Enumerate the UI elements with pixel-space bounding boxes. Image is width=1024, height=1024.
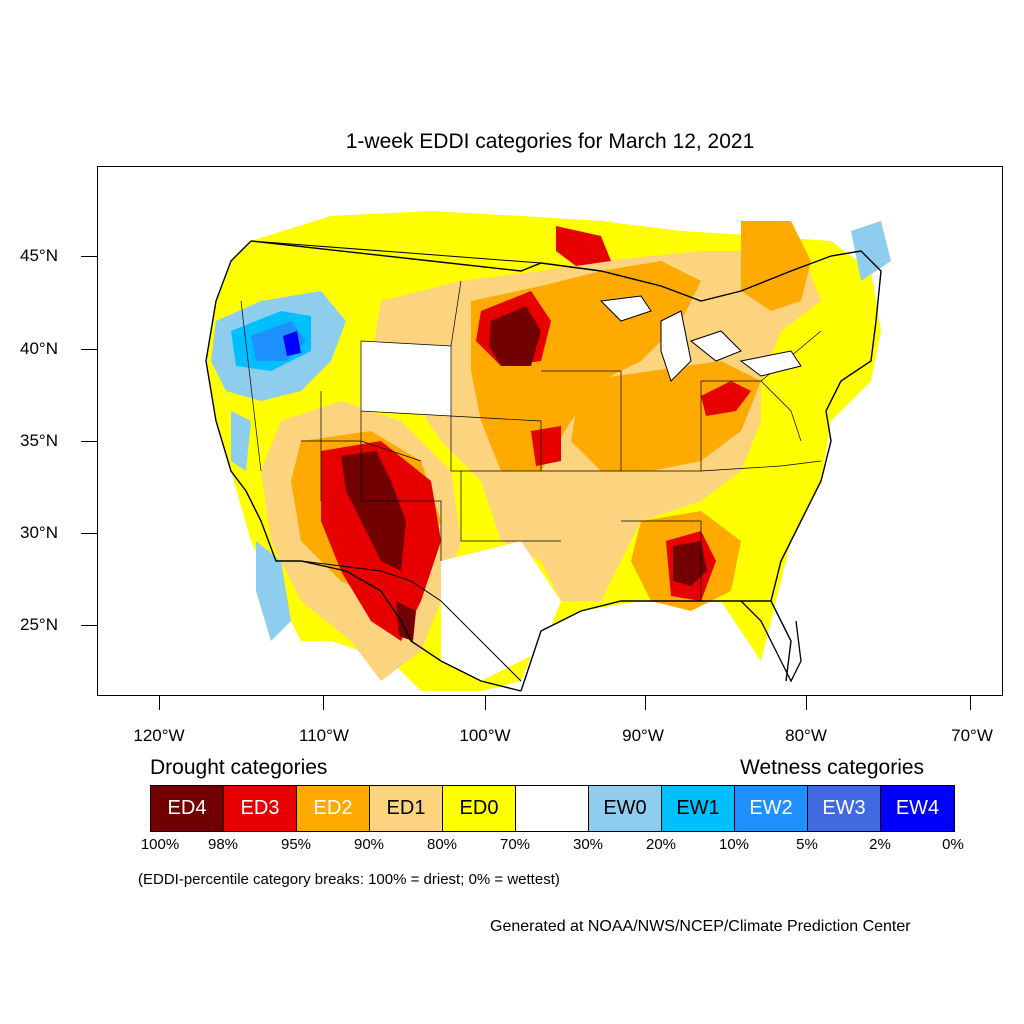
lat-tick: [81, 533, 97, 534]
break-label: 2%: [869, 836, 891, 853]
florida: [740, 600, 802, 683]
normal-wyoming: [361, 341, 451, 416]
legend-cell-ed4: ED4: [151, 786, 224, 831]
drought-heading: Drought categories: [150, 756, 328, 779]
ew4-northwest: [283, 331, 301, 356]
lon-tick: [159, 696, 160, 710]
lat-label-40: 40°N: [20, 339, 58, 358]
ed4-mexico: [396, 601, 416, 641]
lat-label-30: 30°N: [20, 523, 58, 542]
great-lakes: [599, 295, 802, 382]
ed4-alabama: [673, 541, 707, 586]
eddi-map: [97, 166, 1003, 696]
break-label: 10%: [718, 836, 750, 853]
category-note: (EDDI-percentile category breaks: 100% =…: [138, 871, 560, 888]
legend-cell-ew3: EW3: [808, 786, 881, 831]
legend-cell-ew4: EW4: [881, 786, 954, 831]
legend-colorbar: ED4 ED3 ED2 ED1 ED0 EW0 EW1 EW2 EW3 EW4: [150, 785, 955, 832]
legend-cell-ed3: ED3: [224, 786, 297, 831]
mexico-border: [300, 560, 522, 682]
lon-tick: [645, 696, 646, 710]
map-title: 1-week EDDI categories for March 12, 202…: [345, 130, 755, 153]
break-label: 100%: [140, 836, 180, 853]
lon-label-120: 120°W: [133, 726, 185, 745]
legend-cell-ew2: EW2: [735, 786, 808, 831]
us-outline: [205, 240, 882, 692]
ew0-baja: [256, 541, 291, 641]
wetness-heading: Wetness categories: [740, 756, 925, 779]
ew0-westcoast: [231, 411, 251, 471]
lon-label-70: 70°W: [951, 726, 993, 745]
normal-texas: [441, 541, 561, 681]
lon-tick: [970, 696, 971, 710]
legend-cell-normal: [516, 786, 589, 831]
legend-cell-ew1: EW1: [662, 786, 735, 831]
ed3-ohio: [701, 381, 751, 416]
lon-label-110: 110°W: [299, 726, 349, 745]
legend-cell-ed1: ED1: [370, 786, 443, 831]
ed4-southwest: [341, 451, 406, 571]
ed3-mn: [556, 226, 611, 266]
state-borders: [240, 280, 822, 601]
lat-tick: [81, 441, 97, 442]
legend-cell-ew0: EW0: [589, 786, 662, 831]
lat-label-25: 25°N: [20, 615, 58, 634]
ed2-midwest: [571, 361, 761, 471]
break-label: 5%: [796, 836, 818, 853]
break-label: 70%: [499, 836, 531, 853]
canada-border: [250, 240, 542, 264]
break-label: 95%: [280, 836, 312, 853]
legend-cell-ed2: ED2: [297, 786, 370, 831]
break-label: 0%: [942, 836, 964, 853]
lon-tick: [806, 696, 807, 710]
lon-tick: [323, 696, 324, 710]
legend-cell-ed0: ED0: [443, 786, 516, 831]
lat-label-45: 45°N: [20, 246, 58, 265]
break-label: 98%: [207, 836, 239, 853]
break-label: 30%: [572, 836, 604, 853]
ed2-northeast: [741, 221, 811, 311]
ew0-maine: [851, 221, 891, 281]
break-label: 90%: [353, 836, 385, 853]
credit-text: Generated at NOAA/NWS/NCEP/Climate Predi…: [490, 918, 911, 935]
lat-tick: [81, 625, 97, 626]
lon-label-90: 90°W: [622, 726, 664, 745]
lat-tick: [81, 349, 97, 350]
ed3-kansas: [531, 426, 561, 466]
lon-tick: [485, 696, 486, 710]
lon-label-80: 80°W: [785, 726, 827, 745]
lat-label-35: 35°N: [20, 431, 58, 450]
break-label: 20%: [645, 836, 677, 853]
us-map-svg: [98, 167, 1002, 695]
break-label: 80%: [426, 836, 458, 853]
ed4-dakota: [489, 306, 541, 366]
lat-tick: [81, 256, 97, 257]
lon-label-100: 100°W: [459, 726, 511, 745]
